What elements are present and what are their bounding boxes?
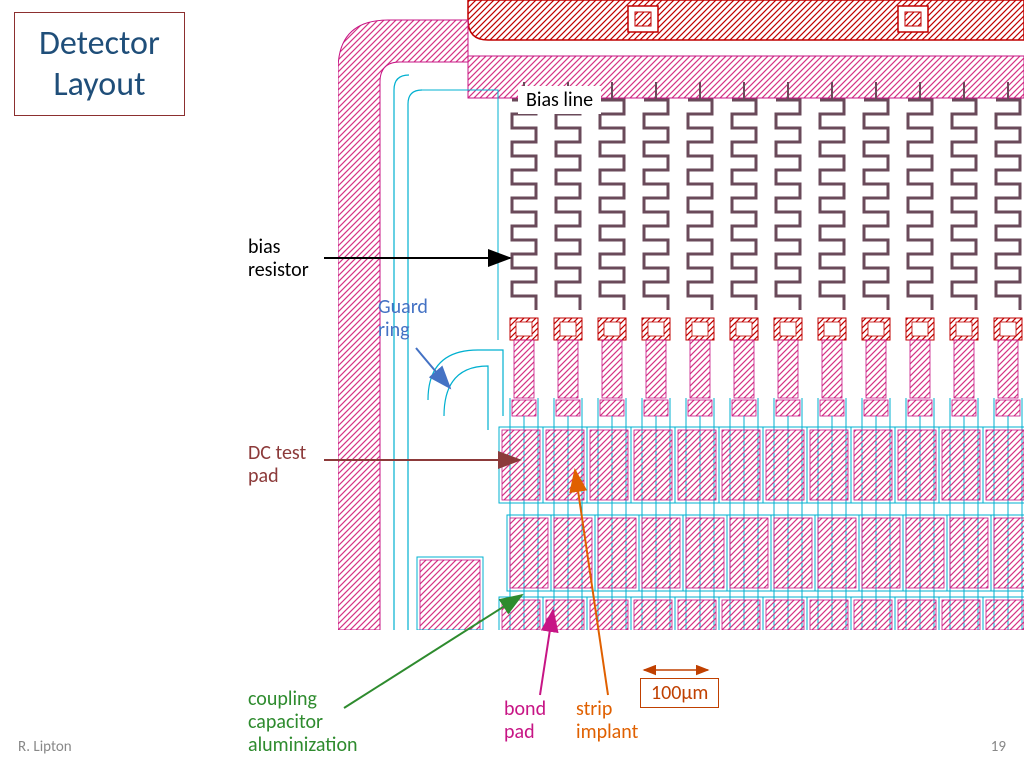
- scale-box: 100μm: [640, 678, 719, 708]
- footer-author: R. Lipton: [18, 738, 72, 756]
- dc-test-pad-label: DC testpad: [248, 442, 306, 488]
- title-line1: Detector: [39, 23, 160, 64]
- diagram-svg: [338, 0, 1024, 630]
- bias-line-label: Bias line: [518, 86, 601, 114]
- title-line2: Layout: [39, 64, 160, 105]
- strip-implant-label: stripimplant: [576, 698, 638, 744]
- detector-diagram: [338, 0, 1024, 630]
- title-box: Detector Layout: [14, 12, 185, 116]
- footer-page: 19: [991, 738, 1006, 756]
- guard-ring-label: Guardring: [378, 296, 428, 342]
- bond-pad-label: bondpad: [504, 698, 546, 744]
- coupling-label: couplingcapacitoraluminization: [248, 688, 358, 757]
- bias-resistor-label: biasresistor: [248, 236, 309, 282]
